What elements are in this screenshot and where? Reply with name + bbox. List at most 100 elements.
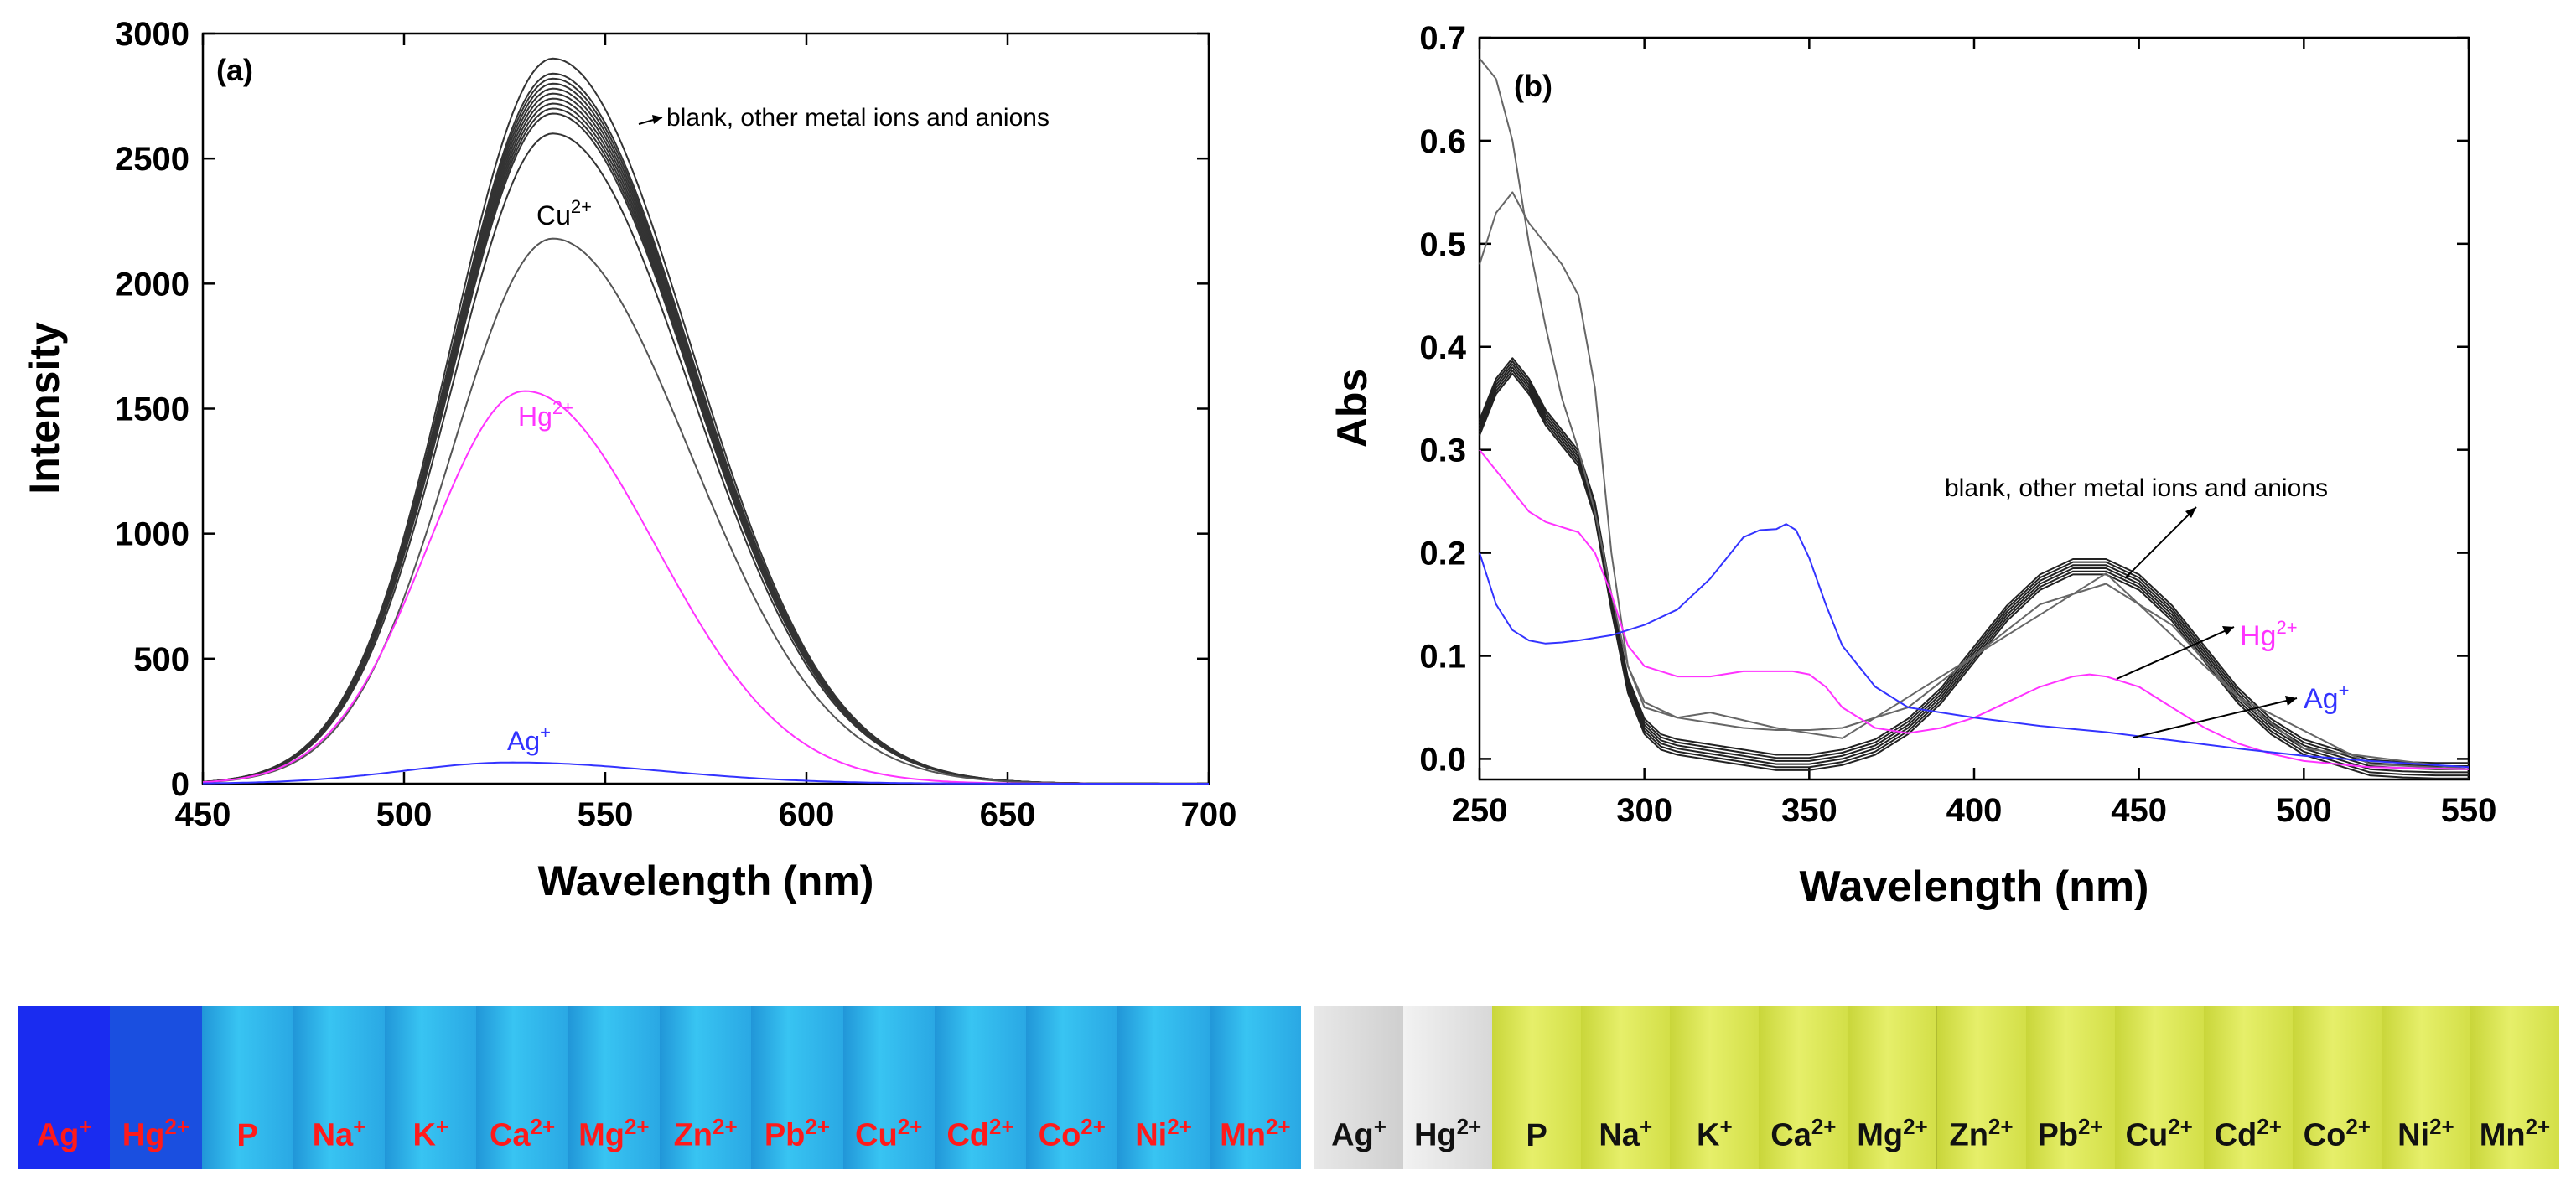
x-tick-label: 700 xyxy=(1181,796,1237,833)
y-tick-label: 0.4 xyxy=(1419,329,1466,366)
x-tick-label: 300 xyxy=(1616,792,1672,829)
panel-b-chart: 250 300 350 400 450 500 550 0.0 0.1 0.2 0.3 0.4 0.5 0… xyxy=(1329,20,2496,911)
vial-label: Na+ xyxy=(1599,1114,1653,1153)
x-tick-label: 550 xyxy=(2441,792,2497,829)
svg-text:blank, other metal ions and an: blank, other metal ions and anions xyxy=(1945,474,2328,502)
y-tick-label: 2500 xyxy=(115,141,189,178)
y-tick-label: 3000 xyxy=(115,16,189,53)
panel-a-chart: 450 500 550 600 650 700 0 500 1000 1500 2000 2500 30… xyxy=(21,16,1236,904)
vial-label: Co2+ xyxy=(2303,1114,2371,1153)
vial xyxy=(110,1006,204,1169)
vial xyxy=(2292,1006,2383,1169)
annotation-ag-b: Ag+ xyxy=(2133,680,2349,738)
vial-label: Cd2+ xyxy=(946,1114,1014,1153)
panel-b-label: (b) xyxy=(1514,69,1552,103)
series-line-Hg2+ xyxy=(202,390,1209,785)
series-line-blank-group xyxy=(1479,372,2469,779)
vial-label: Hg2+ xyxy=(122,1114,190,1153)
vial-label: Mn2+ xyxy=(2479,1114,2551,1153)
svg-text:blank, other metal ions and an: blank, other metal ions and anions xyxy=(666,104,1050,132)
vial xyxy=(1314,1006,1406,1169)
series-line-blank-group xyxy=(1479,366,2469,774)
y-tick-label: 0.5 xyxy=(1419,226,1466,263)
y-tick-label: 500 xyxy=(133,641,189,678)
vial-label: Mg2+ xyxy=(578,1114,650,1153)
figure-canvas: 450 500 550 600 650 700 0 500 1000 1500 2000 2500 30… xyxy=(21,16,2496,911)
vial xyxy=(1209,1006,1301,1169)
vial-label: Co2+ xyxy=(1038,1114,1106,1153)
svg-text:Hg2+: Hg2+ xyxy=(2240,617,2298,652)
vial xyxy=(1492,1006,1583,1169)
series-line-other-1 xyxy=(1479,57,2470,770)
photo-uv-vials: Ag+ Hg2+ P Na+ K+ Ca2+ Mg2+ Zn2+ Pb2+ Cu2+ Cd2+ Co2… xyxy=(18,1006,1301,1169)
y-tick-label: 0.7 xyxy=(1419,20,1466,57)
vial xyxy=(476,1006,570,1169)
x-tick-label: 600 xyxy=(779,796,835,833)
vial xyxy=(1026,1006,1120,1169)
panel-b-xlabel: Wavelength (nm) xyxy=(1800,862,2149,911)
annotation-hg-a: Hg2+ xyxy=(518,397,573,432)
annotation-blank-a: blank, other metal ions and anions xyxy=(638,104,1050,132)
vial-label: Hg2+ xyxy=(1413,1114,1482,1153)
vial-label: Mn2+ xyxy=(1220,1114,1291,1153)
x-tick-label: 450 xyxy=(2111,792,2167,829)
vial xyxy=(2470,1006,2559,1169)
vial-label: Cd2+ xyxy=(2214,1114,2282,1153)
x-tick-label: 500 xyxy=(2276,792,2332,829)
annotation-cu-a: Cu2+ xyxy=(536,196,592,230)
panel-b-ylabel: Abs xyxy=(1329,369,1376,448)
y-tick-label: 0.1 xyxy=(1419,639,1466,676)
vial xyxy=(934,1006,1029,1169)
vial xyxy=(293,1006,387,1169)
vial xyxy=(842,1006,936,1169)
svg-text:Ag+: Ag+ xyxy=(2304,680,2349,715)
series-line-Ag+ xyxy=(1479,523,2470,769)
y-tick-label: 0.0 xyxy=(1419,741,1466,778)
vial-label: Ca2+ xyxy=(1770,1114,1837,1153)
series-line-blank-group xyxy=(1479,370,2469,777)
panel-a-label: (a) xyxy=(216,53,253,87)
vial xyxy=(1848,1006,1939,1169)
vial xyxy=(568,1006,661,1169)
series-line-blank-group xyxy=(1479,363,2469,770)
panel-a-ylabel: Intensity xyxy=(21,322,68,495)
x-tick-label: 350 xyxy=(1781,792,1837,829)
vial-label: Zn2+ xyxy=(1949,1114,2014,1153)
y-tick-label: 0.2 xyxy=(1419,536,1466,572)
vial-label: Cu2+ xyxy=(855,1114,923,1153)
vial xyxy=(1581,1006,1672,1169)
vial-label: K+ xyxy=(1696,1114,1733,1153)
annotation-ag-a: Ag+ xyxy=(507,722,551,756)
y-tick-label: 0 xyxy=(171,766,189,803)
vial-label: P xyxy=(236,1118,258,1153)
series-line-Hg2+ xyxy=(1479,449,2470,770)
y-tick-label: 2000 xyxy=(115,266,189,303)
vial-label: K+ xyxy=(412,1114,449,1153)
vial-label: Ni2+ xyxy=(1135,1114,1192,1153)
vial-label: Ag+ xyxy=(36,1114,92,1153)
x-tick-label: 550 xyxy=(578,796,634,833)
vial-label: Pb2+ xyxy=(764,1114,831,1153)
panel-a-xlabel: Wavelength (nm) xyxy=(538,857,874,904)
vial-label: Ag+ xyxy=(1331,1114,1386,1153)
x-tick-label: 400 xyxy=(1946,792,2003,829)
x-tick-label: 650 xyxy=(980,796,1036,833)
vial xyxy=(660,1006,754,1169)
annotation-blank-b: blank, other metal ions and anions xyxy=(1945,474,2328,579)
vial-label: Cu2+ xyxy=(2125,1114,2193,1153)
y-tick-label: 0.3 xyxy=(1419,432,1466,469)
x-tick-label: 250 xyxy=(1452,792,1508,829)
series-line-other-2 xyxy=(1479,191,2470,770)
x-tick-label: 450 xyxy=(175,796,231,833)
photo-daylight-vials: Ag+ Hg2+ P Na+ K+ Ca2+ Mg2+ Zn2+ Pb2+ Cu2+ Cd2+ Co2… xyxy=(1314,1006,2559,1169)
y-tick-label: 1000 xyxy=(115,516,189,553)
vial xyxy=(751,1006,845,1169)
vial-label: Ca2+ xyxy=(489,1114,556,1153)
vial-label: Na+ xyxy=(312,1114,366,1153)
vial xyxy=(1936,1006,2028,1169)
vial xyxy=(1403,1006,1495,1169)
vial-label: Ni2+ xyxy=(2397,1114,2454,1153)
vial-label: Mg2+ xyxy=(1857,1114,1928,1153)
x-tick-label: 500 xyxy=(376,796,433,833)
annotation-hg-b: Hg2+ xyxy=(2116,617,2298,680)
